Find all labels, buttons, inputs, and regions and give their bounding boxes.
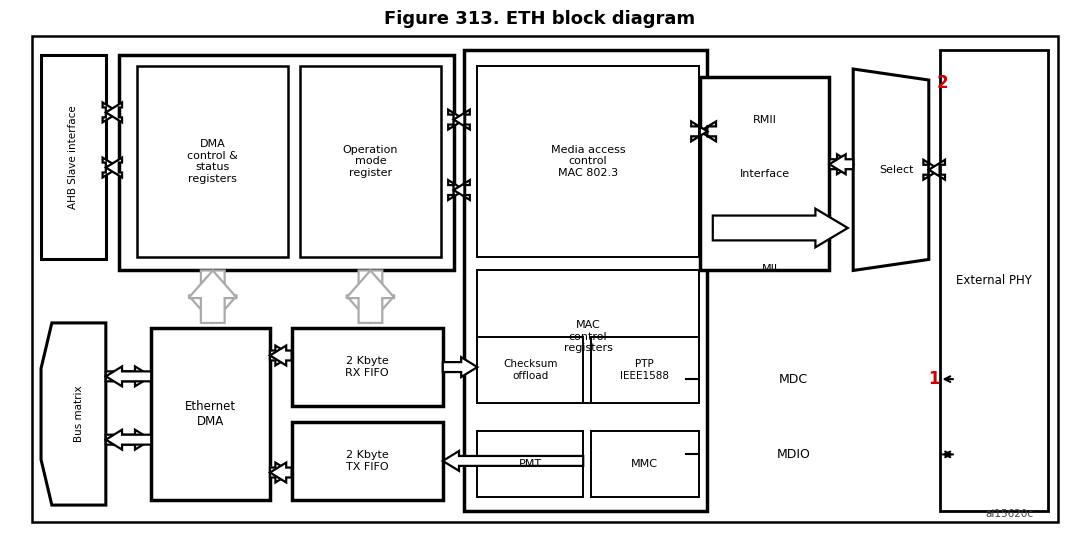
FancyArrow shape [106,367,151,386]
Text: MMC: MMC [632,459,659,469]
Text: Ethernet
DMA: Ethernet DMA [185,400,237,428]
FancyArrow shape [189,270,238,323]
FancyArrow shape [346,270,395,323]
Text: MII: MII [761,264,778,274]
Text: MDC: MDC [780,373,808,386]
Text: PMT: PMT [518,459,542,469]
Bar [477,431,583,497]
Text: Figure 313. ETH block diagram: Figure 313. ETH block diagram [384,10,696,28]
Polygon shape [853,69,929,270]
Bar [300,66,441,257]
Bar [464,50,707,511]
FancyArrow shape [443,357,477,377]
FancyArrow shape [270,346,292,365]
FancyArrow shape [346,270,395,323]
FancyArrow shape [106,158,122,178]
FancyArrow shape [106,429,151,449]
Text: Operation
mode
register: Operation mode register [342,145,399,178]
Bar [137,66,288,257]
FancyArrow shape [270,346,292,365]
Text: 1: 1 [929,370,940,388]
Bar [477,337,583,403]
Bar [477,66,699,257]
FancyArrow shape [270,463,292,482]
Text: Checksum
offload: Checksum offload [503,359,557,381]
Text: ai15620c: ai15620c [986,509,1034,519]
Bar [292,328,443,406]
Bar [292,422,443,500]
FancyArrow shape [829,154,853,174]
Text: 2 Kbyte
TX FIFO: 2 Kbyte TX FIFO [346,450,389,472]
FancyArrow shape [448,110,464,130]
Bar [119,55,454,270]
Bar [940,50,1048,511]
FancyArrow shape [454,110,470,130]
Bar [686,63,956,301]
FancyArrow shape [103,158,119,178]
FancyArrow shape [103,103,119,123]
Text: MAC
control
registers: MAC control registers [564,320,612,353]
FancyArrow shape [454,180,470,200]
Bar [477,270,699,403]
Text: MDIO: MDIO [777,448,811,461]
Bar [41,55,106,259]
FancyArrow shape [443,451,583,471]
Text: PTP
IEEE1588: PTP IEEE1588 [620,359,670,381]
FancyArrow shape [923,160,940,180]
Text: AHB Slave interface: AHB Slave interface [68,105,79,209]
Text: 2: 2 [937,74,948,92]
Polygon shape [41,323,106,505]
FancyArrow shape [713,209,848,247]
Bar [32,36,1058,522]
FancyArrow shape [829,154,853,174]
FancyArrow shape [700,121,716,141]
Bar [151,328,270,500]
Bar [700,77,829,270]
Text: Select: Select [879,164,914,175]
Bar [686,331,956,502]
FancyArrow shape [189,270,238,323]
FancyArrow shape [929,160,945,180]
Text: 2 Kbyte
RX FIFO: 2 Kbyte RX FIFO [346,356,389,378]
Bar [591,337,699,403]
FancyArrow shape [106,103,122,123]
Text: Interface: Interface [740,169,789,179]
Text: RMII: RMII [753,115,777,125]
FancyArrow shape [448,180,464,200]
Text: DMA
control &
status
registers: DMA control & status registers [187,139,239,184]
Text: Bus matrix: Bus matrix [73,386,84,442]
Text: Media access
control
MAC 802.3: Media access control MAC 802.3 [551,145,625,178]
Bar [591,431,699,497]
FancyArrow shape [106,429,151,449]
Text: External PHY: External PHY [956,274,1031,286]
FancyArrow shape [691,121,707,141]
FancyArrow shape [270,463,292,482]
FancyArrow shape [106,367,151,386]
